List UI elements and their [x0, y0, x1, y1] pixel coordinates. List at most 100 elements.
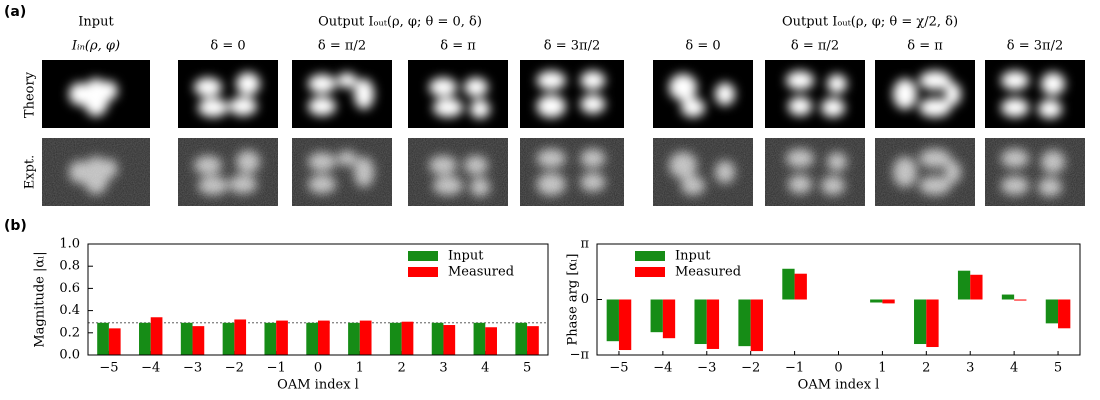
intensity-lobe [580, 70, 606, 90]
intensity-lobe [681, 98, 705, 118]
bar [1014, 299, 1027, 301]
x-tick-label: 4 [481, 361, 489, 376]
speckle [408, 138, 508, 206]
intensity-lobe [786, 70, 814, 90]
image-frame [520, 60, 624, 128]
bar [389, 322, 402, 355]
x-tick-label: 2 [922, 361, 930, 376]
panel-label: (b) [4, 218, 27, 234]
column-delta: δ = π [907, 39, 943, 54]
intensity-lobe [1001, 98, 1029, 118]
group-title: Output Iₒᵤₜ(ρ, φ; θ = χ/2, δ) [782, 15, 958, 30]
intensity-lobe [1001, 70, 1029, 90]
x-axis-label: OAM index l [277, 378, 359, 393]
bar [443, 325, 456, 355]
bar [348, 322, 360, 355]
legend-swatch [635, 267, 665, 277]
plot-frame [87, 243, 549, 356]
intensity-lobe [827, 74, 847, 94]
bar [1058, 299, 1071, 329]
bar [1001, 294, 1015, 300]
column-delta: δ = 0 [685, 39, 720, 54]
intensity-lobe [308, 74, 336, 94]
y-tick-label: 1.0 [59, 237, 80, 252]
intensity-lobe [945, 82, 961, 106]
legend-label: Measured [675, 265, 741, 280]
bar [485, 327, 497, 355]
bar [180, 322, 193, 355]
intensity-image [669, 73, 735, 118]
bar [782, 268, 795, 300]
intensity-lobe [536, 94, 566, 118]
bar [234, 319, 247, 355]
intensity-lobe [821, 98, 845, 118]
bar [108, 328, 121, 355]
bar [970, 274, 983, 300]
y-tick-label: 0 [581, 292, 589, 307]
x-tick-label: −5 [99, 361, 118, 376]
speckle [985, 138, 1085, 206]
bar [359, 320, 372, 355]
intensity-lobe [893, 78, 917, 110]
x-tick-label: −1 [785, 361, 804, 376]
bar [606, 299, 619, 342]
intensity-lobe [536, 70, 566, 90]
bar [794, 273, 807, 300]
row-label: Theory [23, 71, 38, 118]
image-frame [653, 60, 753, 128]
intensity-image [194, 72, 260, 118]
x-tick-label: −3 [183, 361, 202, 376]
bar [882, 299, 895, 304]
legend-swatch [408, 267, 438, 277]
bar [306, 322, 318, 355]
intensity-lobe [580, 94, 606, 114]
x-tick-label: −4 [653, 361, 672, 376]
y-tick-label: 0.0 [59, 348, 80, 363]
bar [431, 322, 444, 355]
column-formula: Iᵢₙ(ρ, φ) [71, 39, 120, 54]
intensity-lobe [433, 98, 463, 118]
bar [150, 317, 163, 355]
image-frame [765, 60, 865, 128]
image-frame [408, 60, 508, 128]
intensity-lobe [919, 98, 951, 118]
row-label: Expt. [23, 155, 38, 190]
intensity-image [786, 70, 847, 118]
x-tick-label: −1 [267, 361, 286, 376]
intensity-image [893, 70, 961, 118]
legend-label: Measured [448, 265, 514, 280]
x-tick-label: 3 [439, 361, 447, 376]
legend-label: Input [448, 249, 484, 264]
x-tick-label: 0 [314, 361, 322, 376]
image-frame [292, 60, 392, 128]
x-axis-label: OAM index l [798, 378, 880, 393]
x-tick-label: 2 [397, 361, 405, 376]
bar [1045, 299, 1059, 324]
bar [222, 322, 235, 355]
group-title: Output Iₒᵤₜ(ρ, φ; θ = 0, δ) [318, 15, 482, 30]
intensity-image [69, 78, 118, 117]
y-tick-label: 0.2 [59, 325, 80, 340]
y-tick-label: π [580, 237, 589, 252]
intensity-lobe [464, 77, 488, 97]
intensity-lobe [100, 81, 118, 101]
image-frame [178, 60, 278, 128]
column-delta: δ = 0 [210, 39, 245, 54]
bar [473, 322, 486, 355]
intensity-image [1001, 70, 1065, 119]
bar [264, 322, 277, 355]
intensity-lobe [788, 96, 812, 116]
speckle [520, 138, 624, 206]
x-tick-label: 1 [356, 361, 364, 376]
intensity-image [536, 70, 606, 118]
legend-label: Input [675, 249, 711, 264]
bar [276, 320, 288, 355]
y-axis-label: Phase arg [αₗ] [566, 254, 581, 346]
intensity-lobe [198, 98, 228, 118]
y-tick-label: 0.4 [59, 303, 80, 318]
bar [139, 322, 151, 355]
speckle [42, 138, 150, 206]
speckle [875, 138, 975, 206]
x-tick-label: −2 [741, 361, 760, 376]
